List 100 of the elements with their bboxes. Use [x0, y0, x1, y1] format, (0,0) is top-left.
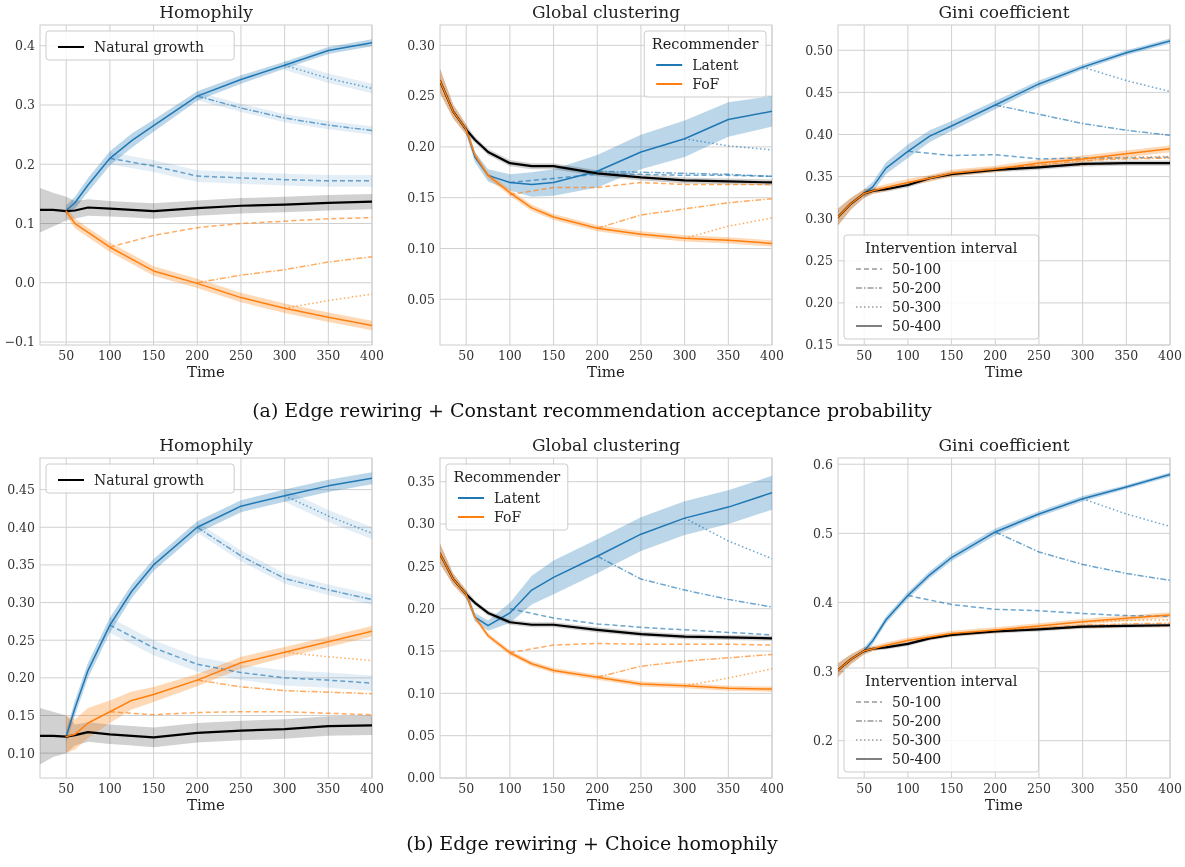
y-tick-label: 0.10 [407, 685, 436, 701]
y-tick-label: 0.10 [7, 745, 36, 761]
x-tick-label: 400 [760, 781, 784, 796]
y-tick-label: 0.35 [805, 168, 833, 184]
y-tick-label: 0.5 [813, 525, 833, 541]
legend-title: Intervention interval [865, 673, 1018, 689]
x-tick-label: 400 [760, 348, 784, 363]
x-tick-label: 400 [360, 348, 384, 363]
x-tick-label: 300 [672, 348, 697, 363]
y-tick-label: 0.20 [407, 601, 436, 617]
annotation: 50-200 [892, 712, 942, 729]
y-tick-label: 0.05 [407, 291, 435, 307]
x-tick-label: 250 [629, 348, 653, 363]
annotation: 50-400 [892, 317, 942, 334]
x-tick-label: 50 [58, 348, 75, 363]
y-tick-label: 0.15 [407, 190, 435, 206]
x-tick-label: 50 [458, 348, 475, 363]
annotation: 50-300 [892, 731, 942, 748]
y-tick-label: 0.30 [407, 516, 436, 532]
annotation: 50-100 [892, 693, 942, 710]
chart-title: Global clustering [531, 435, 681, 455]
y-tick-label: 0.3 [813, 663, 834, 679]
y-tick-label: −0.1 [4, 334, 35, 350]
y-tick-label: 0.30 [407, 37, 436, 53]
annotation: 50-100 [892, 260, 942, 277]
y-tick-label: 0.20 [7, 670, 36, 686]
y-tick-label: 0.45 [805, 84, 833, 100]
x-tick-label: 150 [939, 781, 964, 796]
y-tick-label: 0.35 [407, 474, 435, 490]
chart-title: Gini coefficient [938, 2, 1070, 22]
x-axis-title: Time [985, 363, 1024, 381]
y-tick-label: 0.40 [7, 519, 36, 535]
y-tick-label: 0.50 [805, 42, 834, 58]
y-tick-label: 0.25 [805, 253, 833, 269]
x-tick-label: 150 [939, 348, 964, 363]
y-tick-label: 0.30 [805, 211, 834, 227]
x-tick-label: 150 [141, 781, 166, 796]
legend-label: FoF [692, 75, 720, 92]
annotation: 50-300 [892, 298, 942, 315]
y-tick-label: 0.15 [805, 337, 833, 353]
x-axis-title: Time [187, 796, 226, 814]
x-tick-label: 200 [585, 781, 610, 796]
x-tick-label: 200 [585, 348, 610, 363]
x-tick-label: 100 [895, 781, 920, 796]
annotation: 50-400 [892, 750, 942, 767]
x-tick-label: 350 [316, 781, 341, 796]
x-tick-label: 400 [360, 781, 384, 796]
y-tick-label: 0.2 [813, 733, 833, 749]
x-tick-label: 200 [185, 348, 210, 363]
y-tick-label: 0.30 [7, 594, 36, 610]
x-tick-label: 150 [541, 781, 566, 796]
x-tick-label: 250 [229, 781, 253, 796]
chart-title: Homophily [159, 435, 254, 455]
y-tick-label: 0.2 [15, 156, 35, 172]
y-tick-label: 0.15 [7, 707, 35, 723]
legend-label: Latent [494, 489, 541, 506]
x-tick-label: 100 [97, 348, 122, 363]
x-axis-title: Time [985, 796, 1024, 814]
chart-title: Global clustering [531, 2, 681, 22]
x-tick-label: 350 [1114, 348, 1139, 363]
x-tick-label: 100 [497, 348, 522, 363]
x-tick-label: 250 [629, 781, 653, 796]
x-tick-label: 50 [458, 781, 475, 796]
x-tick-label: 350 [716, 348, 741, 363]
y-tick-label: 0.25 [407, 88, 435, 104]
y-tick-label: 0.15 [407, 643, 435, 659]
x-tick-label: 200 [983, 781, 1008, 796]
y-tick-label: 0.4 [813, 594, 834, 610]
y-tick-label: 0.4 [15, 38, 36, 54]
x-tick-label: 250 [1027, 781, 1051, 796]
y-tick-label: 0.35 [7, 557, 35, 573]
x-tick-label: 300 [272, 348, 297, 363]
x-tick-label: 50 [58, 781, 75, 796]
annotation: 50-200 [892, 279, 942, 296]
x-tick-label: 250 [1027, 348, 1051, 363]
text: (b) Edge rewiring + Choice homophily [406, 832, 778, 854]
x-axis-title: Time [187, 363, 226, 381]
x-tick-label: 100 [497, 781, 522, 796]
y-tick-label: 0.10 [407, 240, 436, 256]
x-tick-label: 300 [672, 781, 697, 796]
x-tick-label: 300 [1070, 348, 1095, 363]
x-tick-label: 200 [185, 781, 210, 796]
y-tick-label: 0.25 [7, 632, 35, 648]
y-tick-label: 0.20 [805, 295, 834, 311]
x-tick-label: 350 [316, 348, 341, 363]
legend-label: FoF [494, 508, 522, 525]
legend-title: Recommender [453, 469, 561, 485]
legend-title: Intervention interval [865, 240, 1018, 256]
x-tick-label: 350 [716, 781, 741, 796]
y-tick-label: 0.45 [7, 482, 35, 497]
y-tick-label: 0.1 [15, 215, 35, 231]
text: (a) Edge rewiring + Constant recommendation acceptance probability [252, 399, 933, 421]
chart-title: Gini coefficient [938, 435, 1070, 455]
chart-title: Homophily [159, 2, 254, 22]
legend-label: Latent [692, 56, 739, 73]
x-tick-label: 300 [1070, 781, 1095, 796]
y-tick-label: 0.3 [15, 97, 36, 113]
legend-label: Natural growth [94, 471, 204, 488]
y-tick-label: 0.0 [15, 275, 36, 291]
y-tick-label: 0.6 [813, 456, 834, 472]
